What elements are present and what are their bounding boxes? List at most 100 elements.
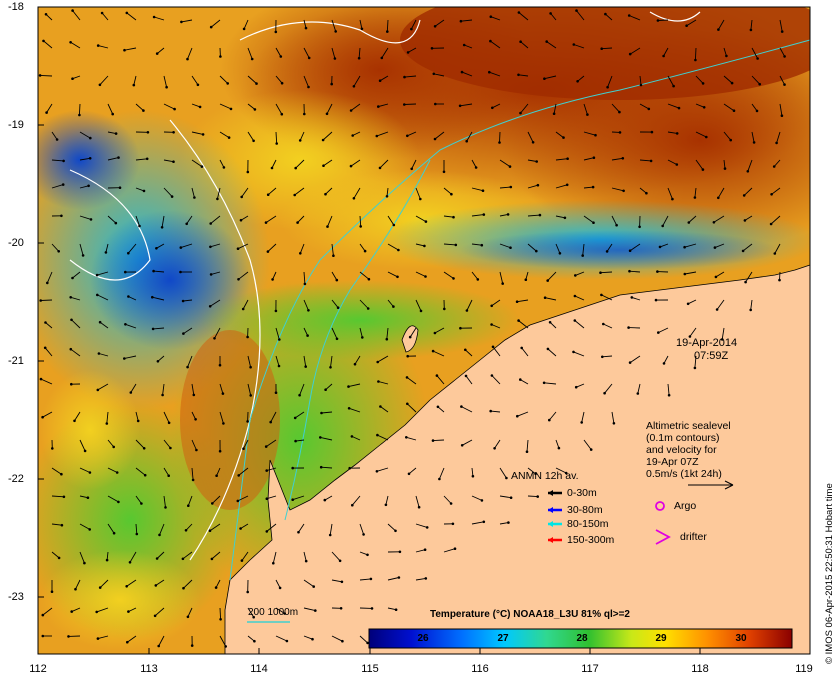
- velocity-arrow-head: [576, 80, 579, 83]
- velocity-arrow: [247, 47, 253, 60]
- velocity-arrow: [303, 271, 306, 284]
- velocity-arrow-head: [127, 610, 130, 613]
- velocity-arrow-head: [575, 9, 578, 12]
- x-tick-label: 118: [691, 663, 709, 675]
- velocity-arrow: [99, 579, 109, 588]
- velocity-arrow-head: [752, 141, 756, 144]
- velocity-arrow-head: [275, 142, 279, 145]
- velocity-arrow: [126, 12, 137, 21]
- velocity-arrow: [266, 495, 277, 500]
- velocity-arrow-head: [209, 245, 212, 249]
- velocity-arrow: [124, 47, 137, 51]
- velocity-arrow-head: [600, 47, 603, 50]
- velocity-arrow-head: [296, 221, 299, 224]
- velocity-arrow-head: [517, 319, 520, 322]
- velocity-arrow-head: [179, 246, 183, 249]
- velocity-arrow-head: [306, 334, 309, 337]
- velocity-arrow: [72, 75, 81, 80]
- velocity-arrow: [79, 523, 90, 530]
- velocity-arrow-head: [770, 193, 773, 196]
- velocity-arrow: [471, 495, 483, 501]
- velocity-arrow: [128, 607, 137, 613]
- velocity-arrow: [415, 187, 421, 200]
- velocity-arrow: [602, 355, 613, 358]
- velocity-arrow-head: [154, 584, 158, 587]
- velocity-arrow: [219, 383, 224, 394]
- velocity-arrow-head: [465, 139, 469, 143]
- velocity-arrow: [331, 327, 338, 339]
- velocity-arrow-head: [627, 326, 630, 329]
- velocity-arrow-head: [98, 320, 102, 324]
- velocity-arrow-head: [405, 376, 409, 379]
- velocity-arrow-head: [783, 83, 786, 86]
- velocity-arrow: [162, 383, 165, 396]
- velocity-arrow: [303, 47, 310, 59]
- velocity-arrow-head: [272, 561, 275, 565]
- velocity-arrow: [404, 103, 417, 105]
- velocity-arrow: [359, 271, 370, 280]
- velocity-arrow: [126, 579, 137, 587]
- velocity-arrow-head: [491, 106, 494, 110]
- velocity-arrow-head: [298, 393, 301, 397]
- velocity-arrow-head: [112, 531, 116, 535]
- velocity-arrow-head: [219, 618, 222, 621]
- velocity-arrow-head: [749, 28, 753, 32]
- velocity-arrow: [411, 159, 417, 169]
- velocity-arrow-head: [153, 614, 157, 618]
- velocity-arrow-head: [319, 465, 323, 469]
- velocity-arrow-head: [71, 77, 74, 80]
- velocity-arrow-head: [173, 107, 176, 111]
- velocity-arrow: [694, 355, 697, 368]
- velocity-arrow-head: [546, 279, 549, 282]
- velocity-arrow-head: [645, 191, 648, 195]
- velocity-arrow-head: [458, 104, 462, 108]
- velocity-arrow: [747, 159, 753, 172]
- sst-field: [38, 7, 810, 654]
- velocity-arrow: [527, 184, 539, 189]
- velocity-arrow: [216, 187, 221, 200]
- velocity-arrow-head: [377, 380, 380, 383]
- velocity-arrow-head: [319, 436, 322, 439]
- velocity-arrow-head: [246, 420, 249, 423]
- colorbar-tick: 28: [576, 633, 588, 644]
- velocity-arrow-head: [239, 218, 243, 222]
- velocity-arrow-head: [253, 639, 256, 643]
- velocity-arrow-head: [605, 250, 609, 253]
- velocity-arrow-head: [182, 332, 185, 335]
- velocity-arrow: [744, 215, 753, 221]
- velocity-arrow-head: [323, 498, 327, 502]
- map-frame: [37, 6, 811, 655]
- velocity-arrow: [186, 215, 193, 225]
- velocity-arrow-head: [307, 85, 310, 89]
- velocity-arrow: [266, 467, 277, 472]
- velocity-arrow-head: [180, 20, 183, 24]
- velocity-arrow-head: [67, 635, 70, 638]
- velocity-arrow: [161, 215, 165, 228]
- velocity-arrow: [751, 75, 761, 85]
- velocity-arrow: [466, 299, 473, 311]
- velocity-arrow: [51, 551, 60, 559]
- velocity-arrow-head: [115, 471, 119, 474]
- velocity-arrow-head: [278, 586, 282, 590]
- velocity-arrow-head: [481, 189, 485, 192]
- velocity-arrow: [128, 296, 137, 301]
- velocity-arrow: [320, 436, 333, 441]
- velocity-arrow-head: [406, 134, 409, 138]
- velocity-arrow-head: [156, 360, 160, 363]
- velocity-arrow-head: [71, 9, 74, 12]
- velocity-arrow-head: [546, 347, 550, 351]
- velocity-arrow-head: [769, 222, 773, 226]
- velocity-arrow: [359, 243, 366, 252]
- velocity-arrow-head: [95, 273, 99, 277]
- velocity-arrow: [182, 551, 193, 560]
- velocity-arrow-head: [338, 559, 342, 563]
- velocity-arrow-head: [311, 637, 314, 641]
- velocity-arrow: [751, 103, 758, 112]
- velocity-arrow-head: [216, 197, 219, 201]
- velocity-arrow: [583, 131, 596, 136]
- velocity-arrow: [750, 299, 753, 310]
- velocity-arrow-head: [491, 345, 495, 349]
- velocity-arrow: [135, 439, 145, 449]
- velocity-arrow: [275, 579, 281, 589]
- velocity-arrow-head: [229, 107, 233, 111]
